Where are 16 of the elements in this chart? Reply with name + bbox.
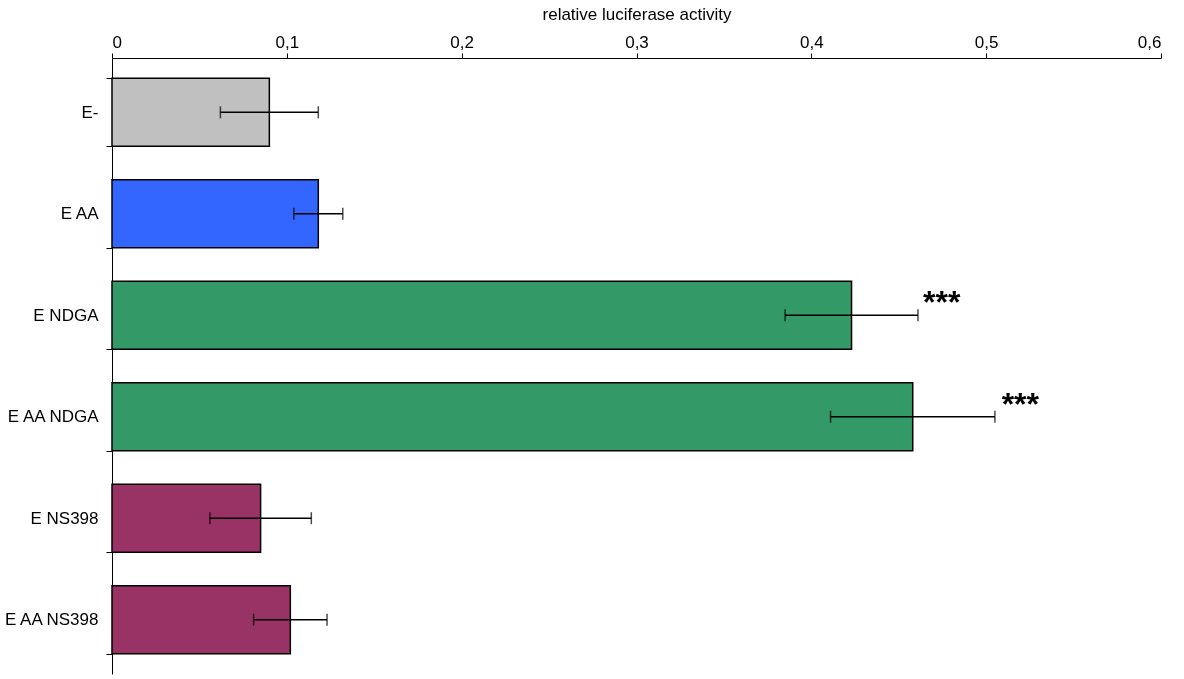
y-tick-label: E AA NS398 (4, 610, 99, 630)
x-tick-label: 0,3 (625, 32, 649, 52)
x-tick-label: 0 (112, 32, 122, 52)
y-tick-label: E- (81, 102, 99, 122)
x-tick-label: 0,5 (974, 32, 999, 52)
x-tick-label: 0,6 (1137, 32, 1162, 52)
x-tick-label: 0,4 (800, 32, 824, 52)
x-tick-label: 0,2 (450, 32, 474, 52)
annotation: *** (922, 284, 961, 321)
y-tick-label: E NS398 (30, 508, 99, 528)
x-axis-title: relative luciferase activity (542, 4, 732, 24)
y-tick-label: E NDGA (33, 305, 100, 325)
y-tick-label: E AA (60, 204, 100, 224)
annotation: *** (1001, 385, 1040, 422)
x-tick-label: 0,1 (275, 32, 300, 52)
y-tick-label: E AA NDGA (7, 407, 100, 427)
